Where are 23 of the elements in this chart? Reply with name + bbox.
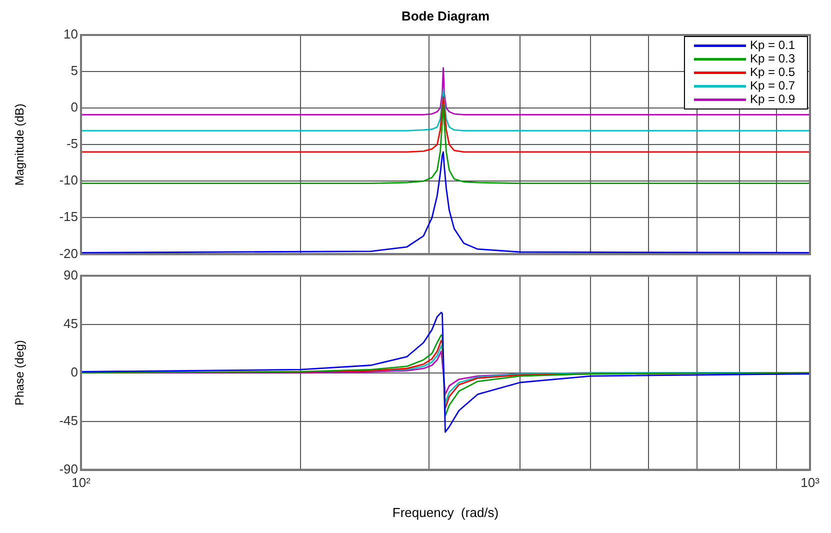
y-tick-label: 10 (64, 26, 78, 42)
y-tick-label: -15 (59, 209, 78, 224)
legend-label: Kp = 0.9 (750, 92, 796, 106)
legend-label: Kp = 0.1 (750, 38, 796, 52)
legend-label: Kp = 0.3 (750, 52, 796, 66)
y-tick-label: 0 (70, 364, 78, 380)
x-tick-label: 10³ (800, 475, 820, 490)
y-tick-label: -90 (59, 461, 78, 476)
y-tick-label: -5 (66, 136, 78, 152)
y-axis-title: Magnitude (dB) (12, 104, 27, 186)
legend-label: Kp = 0.5 (750, 65, 796, 80)
legend-label: Kp = 0.7 (750, 78, 796, 93)
y-tick-label: 0 (70, 100, 78, 115)
y-tick-label: -20 (59, 246, 78, 261)
y-tick-label: -45 (59, 412, 78, 428)
chart-title: Bode Diagram (401, 8, 490, 24)
y-tick-label: -10 (59, 172, 78, 188)
y-tick-label: 45 (64, 316, 78, 331)
y-tick-label: 5 (70, 63, 78, 78)
x-tick-label: 10² (72, 475, 92, 490)
y-tick-label: 90 (64, 267, 78, 282)
x-axis-title: Frequency (rad/s) (392, 504, 499, 520)
y-axis-title: Phase (deg) (12, 340, 27, 406)
